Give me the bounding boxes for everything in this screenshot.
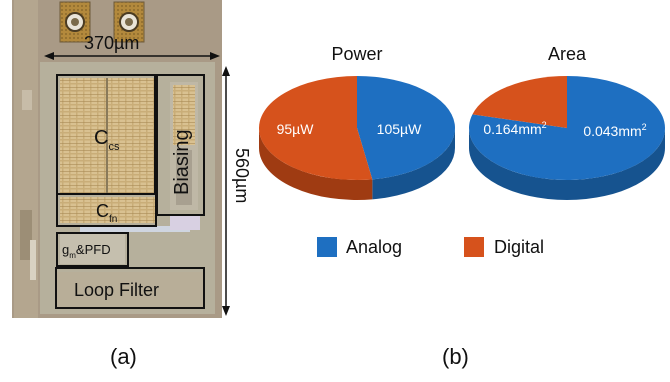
power-digital-slice-side	[259, 128, 373, 200]
cfn-block	[56, 193, 157, 227]
legend-analog-label: Analog	[346, 237, 402, 257]
power-digital-slice	[258, 76, 373, 180]
power-analog-value-label: 95µW	[277, 121, 315, 137]
area-analog-value-label: 0.164mm2	[483, 120, 546, 137]
cfn-label: Cfn	[96, 201, 117, 225]
power-digital-value-label: 105µW	[377, 121, 422, 137]
gm-pfd-label: gm&PFD	[62, 242, 111, 260]
cfn-array	[60, 197, 155, 223]
legend-digital-label: Digital	[494, 237, 544, 257]
power-chart-title: Power	[331, 44, 382, 64]
legend-digital-swatch	[464, 237, 484, 257]
area-digital-slice	[472, 76, 567, 128]
loop-filter-block	[55, 267, 205, 309]
loop-filter-label: Loop Filter	[74, 280, 159, 300]
power-analog-slice-side	[372, 128, 455, 200]
legend-analog-swatch	[317, 237, 337, 257]
panel-b-label: (b)	[442, 344, 469, 369]
panel-a-label: (a)	[110, 344, 137, 369]
width-dimension-label: 370µm	[84, 33, 139, 53]
height-dimension-label: 560µm	[232, 148, 252, 203]
biasing-label: Biasing	[171, 129, 193, 195]
ccs-label: Ccs	[94, 127, 120, 153]
area-digital-value-label: 0.043mm2	[583, 122, 646, 139]
area-chart-title: Area	[548, 44, 587, 64]
power-analog-slice	[357, 76, 455, 180]
area-analog-slice-side	[469, 128, 665, 200]
gm-pfd-block	[56, 232, 129, 267]
biasing-block	[156, 74, 205, 216]
